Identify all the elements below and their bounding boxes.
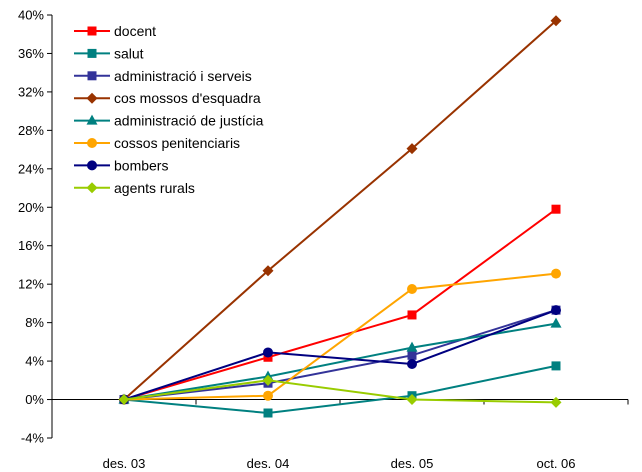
data-point (407, 358, 417, 369)
x-tick-label: des. 03 (103, 456, 146, 471)
data-point (407, 310, 417, 320)
x-tick-label: des. 04 (247, 456, 290, 471)
y-tick-label: 36% (18, 46, 44, 61)
series-agents-rurals (118, 374, 562, 408)
data-point (551, 305, 561, 316)
series-line (123, 309, 557, 401)
y-tick-label: -4% (21, 431, 45, 446)
y-tick-label: 4% (25, 354, 44, 369)
legend-label: cos mossos d'esquadra (114, 90, 261, 106)
legend-item: cos mossos d'esquadra (74, 90, 261, 106)
data-point (263, 347, 273, 358)
legend-item: administració i serveis (74, 68, 252, 84)
y-tick-label: 8% (25, 315, 44, 330)
legend-item: agents rurals (74, 180, 195, 196)
y-tick-label: 16% (18, 238, 44, 253)
legend-marker (87, 26, 97, 36)
legend-marker (87, 48, 97, 58)
x-tick-label: des. 05 (391, 456, 434, 471)
legend-item: administració de justícia (74, 113, 264, 129)
data-point (262, 374, 274, 386)
data-point (262, 265, 274, 277)
data-point (550, 15, 562, 27)
legend-label: administració de justícia (114, 113, 264, 129)
data-point (263, 390, 273, 401)
legend-label: agents rurals (114, 180, 195, 196)
series-line (123, 208, 557, 401)
legend-marker (86, 114, 98, 125)
y-tick-label: 12% (18, 277, 44, 292)
legend-marker (86, 182, 98, 194)
data-point (550, 317, 562, 328)
legend-item: docent (74, 23, 156, 39)
data-point (550, 396, 562, 408)
y-tick-label: 0% (25, 392, 44, 407)
legend-label: administració i serveis (114, 68, 252, 84)
legend-item: salut (74, 45, 144, 61)
data-point (406, 394, 418, 406)
data-point (551, 361, 561, 371)
y-tick-label: 24% (18, 161, 44, 176)
legend-label: salut (114, 45, 144, 61)
series-docent (119, 204, 561, 405)
data-point (407, 350, 417, 360)
legend-label: cossos penitenciaris (114, 135, 240, 151)
series-line (123, 309, 557, 401)
series-line (123, 379, 557, 404)
legend-label: docent (114, 23, 156, 39)
y-tick-label: 28% (18, 123, 44, 138)
y-tick-label: 20% (18, 200, 44, 215)
chart-legend: docent salut administració i serveis cos mo… (74, 23, 264, 196)
series-line (123, 364, 557, 415)
data-point (263, 408, 273, 418)
legend-label: bombers (114, 157, 168, 173)
data-point (406, 143, 418, 155)
chart-axes: -4% 0% 4% 8% 12% 16% 20% 24% 28% 32% 36% 40% des. 03… (18, 8, 629, 471)
legend-marker (86, 92, 98, 104)
y-tick-label: 32% (18, 84, 44, 99)
series-line (123, 20, 557, 401)
data-point (406, 341, 418, 352)
legend-item: bombers (74, 157, 168, 173)
data-point (551, 204, 561, 214)
series-line (123, 272, 557, 401)
y-tick-label: 40% (18, 8, 44, 23)
chart-series (118, 15, 562, 418)
data-point (118, 394, 130, 406)
data-point (551, 268, 561, 279)
legend-marker (87, 160, 97, 171)
series-line (123, 322, 557, 401)
data-point (407, 283, 417, 294)
x-tick-label: oct. 06 (536, 456, 575, 471)
legend-marker (87, 71, 97, 81)
legend-item: cossos penitenciaris (74, 135, 240, 151)
legend-marker (87, 138, 97, 148)
